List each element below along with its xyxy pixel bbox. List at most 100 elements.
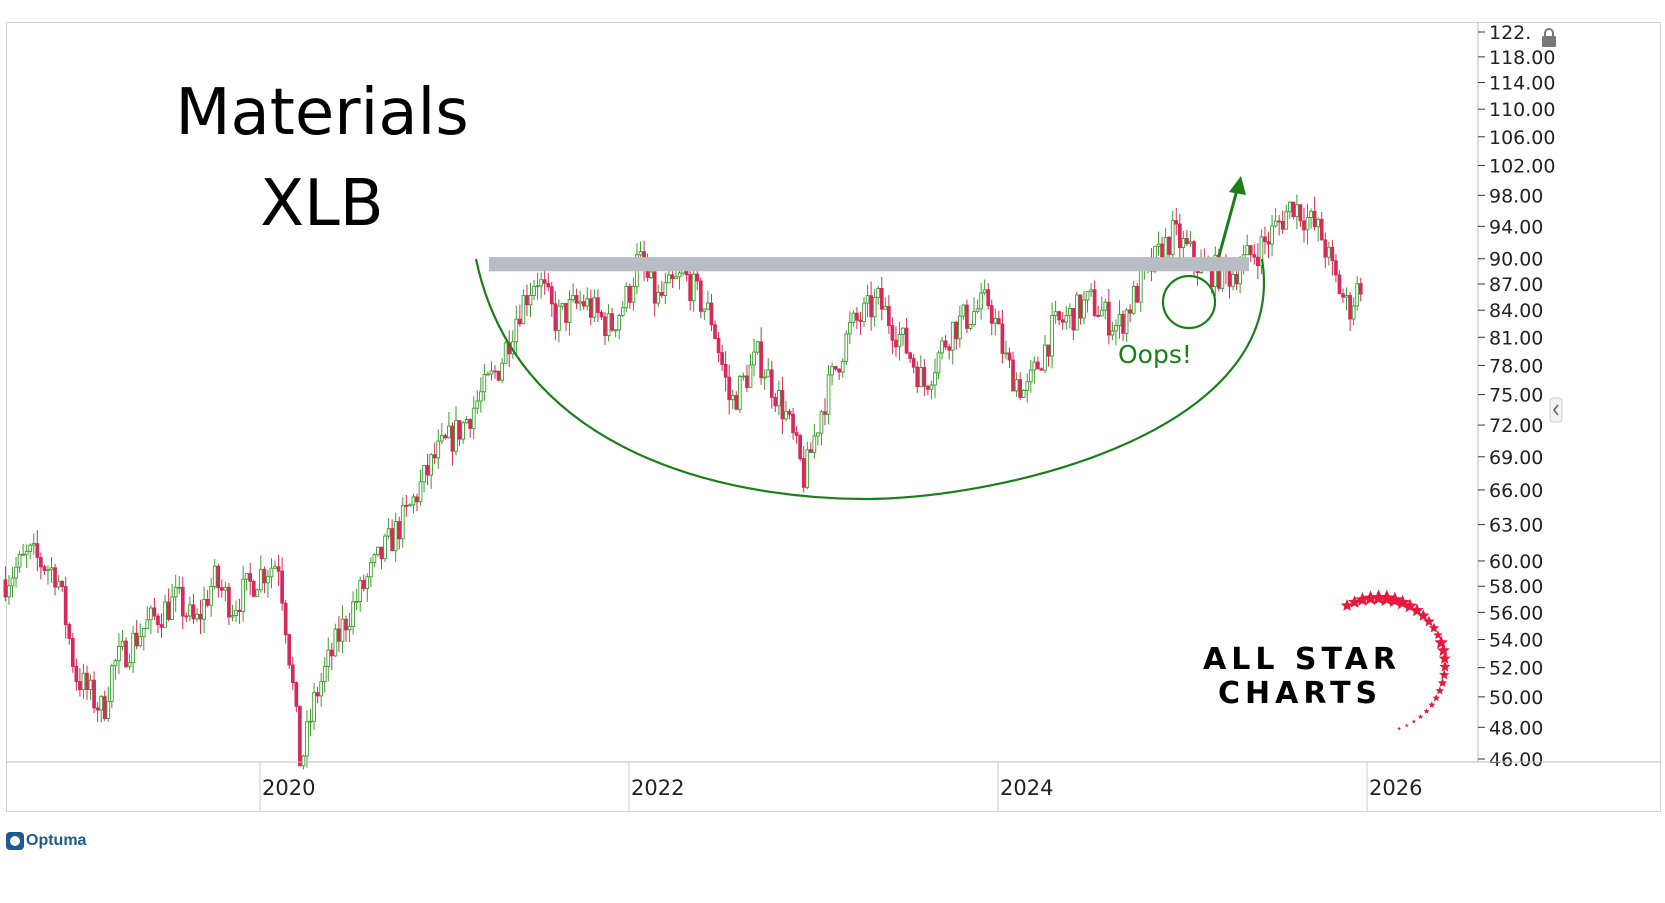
chart-title: Materials (175, 76, 468, 150)
candle (212, 559, 217, 590)
candle (191, 593, 196, 624)
candle (280, 557, 284, 611)
candle (521, 289, 526, 325)
candle (1057, 310, 1062, 326)
candle (915, 361, 920, 393)
lock-icon[interactable] (1542, 28, 1556, 47)
candle (347, 613, 352, 642)
candle (1025, 373, 1030, 403)
candle (606, 304, 611, 342)
candle (911, 353, 916, 373)
candle (418, 469, 423, 506)
candle (117, 633, 121, 674)
candle (248, 562, 253, 595)
y-tick-label: 90.00 (1489, 249, 1543, 271)
y-tick-label: 60.00 (1489, 551, 1543, 573)
candle (216, 563, 221, 598)
candle (1156, 231, 1161, 256)
candle (897, 321, 902, 361)
candle (269, 558, 274, 589)
candle (631, 277, 636, 311)
y-tick-label: 87.00 (1489, 274, 1543, 296)
candle (237, 598, 242, 624)
candle (198, 599, 203, 635)
candle (326, 637, 331, 682)
chart-frame (6, 22, 1661, 812)
candle (1082, 290, 1086, 325)
candle (1358, 277, 1363, 302)
candle (1128, 304, 1132, 323)
candle (894, 326, 898, 357)
candle (408, 503, 412, 507)
candle (1096, 305, 1101, 318)
x-tick-label: 2024 (1000, 776, 1053, 800)
candle (1295, 194, 1299, 230)
candle (649, 271, 653, 279)
candle (1060, 312, 1065, 330)
candle (496, 370, 501, 382)
candle (124, 637, 128, 668)
candle (762, 369, 767, 391)
candle (805, 441, 810, 490)
y-tick-label: 110.00 (1489, 99, 1555, 121)
all-star-charts-logo: ALL STAR CHARTS (1203, 589, 1451, 731)
candle (1270, 215, 1274, 257)
logo-line-1: ALL STAR (1203, 642, 1401, 677)
candle (507, 330, 512, 367)
oops-circle (1161, 274, 1217, 330)
candle (816, 432, 820, 446)
candle (1117, 300, 1122, 339)
candle (298, 705, 302, 767)
logo-star-icon (1410, 603, 1424, 617)
candle (400, 497, 405, 548)
candle (734, 391, 739, 410)
candle (1312, 196, 1317, 231)
candle (1067, 303, 1072, 329)
candle (92, 671, 96, 714)
candle (17, 550, 22, 573)
x-tick-label: 2020 (262, 776, 315, 800)
candle (1092, 280, 1097, 317)
candle (936, 350, 941, 380)
candle (819, 409, 824, 446)
y-tick-label: 102.00 (1489, 155, 1555, 177)
candle (1177, 213, 1182, 259)
candle (266, 569, 270, 598)
candle (887, 295, 891, 334)
candle (425, 453, 430, 485)
oops-label: Oops! (1118, 340, 1192, 369)
candle (468, 418, 473, 438)
candle (134, 620, 139, 650)
candle (1273, 208, 1278, 228)
candle (628, 283, 632, 309)
logo-star-icon (1439, 669, 1450, 680)
candle (337, 616, 341, 652)
candle (1099, 296, 1104, 317)
candle (720, 344, 724, 371)
candle (972, 297, 976, 327)
candle (60, 580, 65, 593)
logo-star-icon (1347, 595, 1362, 608)
candle (70, 633, 75, 673)
candle (950, 321, 955, 365)
candle (1334, 253, 1338, 283)
candle (883, 297, 888, 310)
candle (273, 560, 277, 570)
candle (869, 281, 873, 331)
candle (730, 389, 735, 410)
candle (1131, 281, 1136, 315)
candle (1266, 231, 1271, 259)
candle (1280, 210, 1285, 234)
candle (826, 365, 831, 425)
candle (149, 605, 153, 635)
candle (276, 554, 281, 586)
logo-stars (1340, 589, 1451, 731)
collapse-chevron-icon[interactable] (1549, 397, 1563, 423)
candle (514, 305, 519, 354)
candle (787, 408, 792, 420)
candle (812, 423, 817, 459)
candle (603, 311, 607, 346)
candle (613, 329, 618, 338)
cup-arc (474, 258, 1266, 501)
candle (344, 615, 348, 642)
